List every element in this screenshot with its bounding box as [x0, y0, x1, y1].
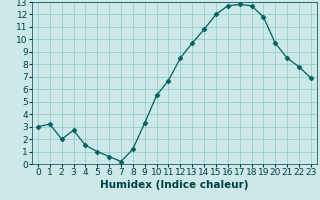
X-axis label: Humidex (Indice chaleur): Humidex (Indice chaleur) — [100, 180, 249, 190]
